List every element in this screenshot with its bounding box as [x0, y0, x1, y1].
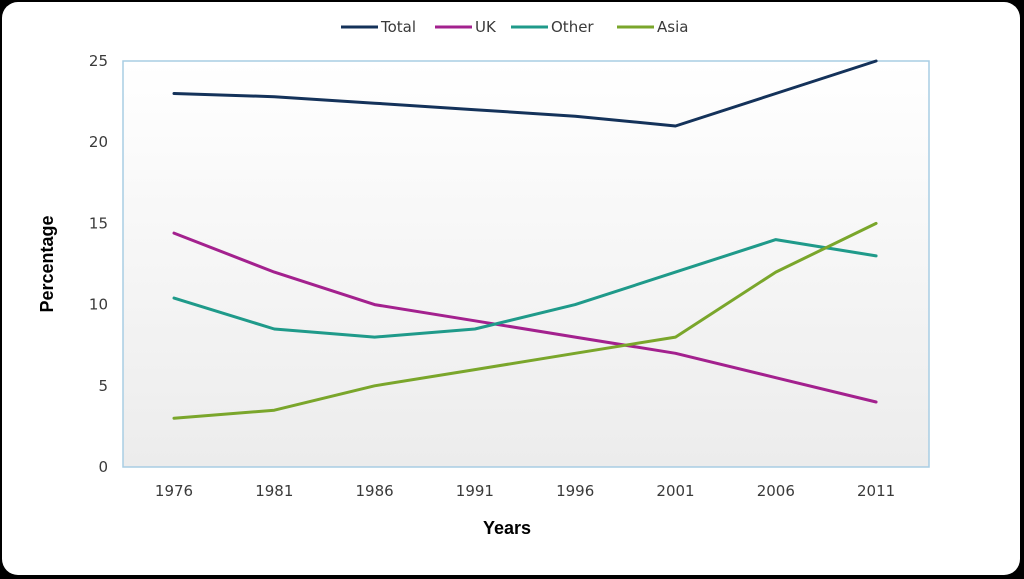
- legend: Total UK Other Asia: [341, 18, 688, 36]
- x-axis-ticks: 1976 1981 1986 1991 1996 2001 2006 2011: [155, 482, 895, 500]
- legend-label-uk: UK: [475, 18, 497, 36]
- x-tick-label: 1981: [255, 482, 293, 500]
- y-axis-ticks: 0 5 10 15 20 25: [89, 52, 108, 476]
- legend-label-total: Total: [380, 18, 416, 36]
- x-tick-label: 1991: [456, 482, 494, 500]
- y-tick-label: 0: [98, 458, 108, 476]
- legend-label-asia: Asia: [657, 18, 688, 36]
- y-axis-title: Percentage: [37, 215, 57, 312]
- y-tick-label: 20: [89, 133, 108, 151]
- y-tick-label: 10: [89, 296, 108, 314]
- series-line-uk: [172, 231, 878, 404]
- x-tick-label: 2001: [656, 482, 694, 500]
- plot-area: [122, 60, 930, 468]
- x-axis-title: Years: [483, 518, 531, 538]
- y-tick-label: 5: [98, 377, 108, 395]
- x-tick-label: 1986: [356, 482, 394, 500]
- x-tick-label: 1976: [155, 482, 193, 500]
- x-tick-label: 1996: [556, 482, 594, 500]
- series-line-asia: [172, 221, 878, 420]
- series-line-total: [172, 59, 878, 128]
- series-lines: [172, 59, 878, 420]
- legend-label-other: Other: [551, 18, 594, 36]
- x-tick-label: 2006: [757, 482, 795, 500]
- y-tick-label: 25: [89, 52, 108, 70]
- series-line-other: [172, 238, 878, 339]
- y-tick-label: 15: [89, 214, 108, 232]
- x-tick-label: 2011: [857, 482, 895, 500]
